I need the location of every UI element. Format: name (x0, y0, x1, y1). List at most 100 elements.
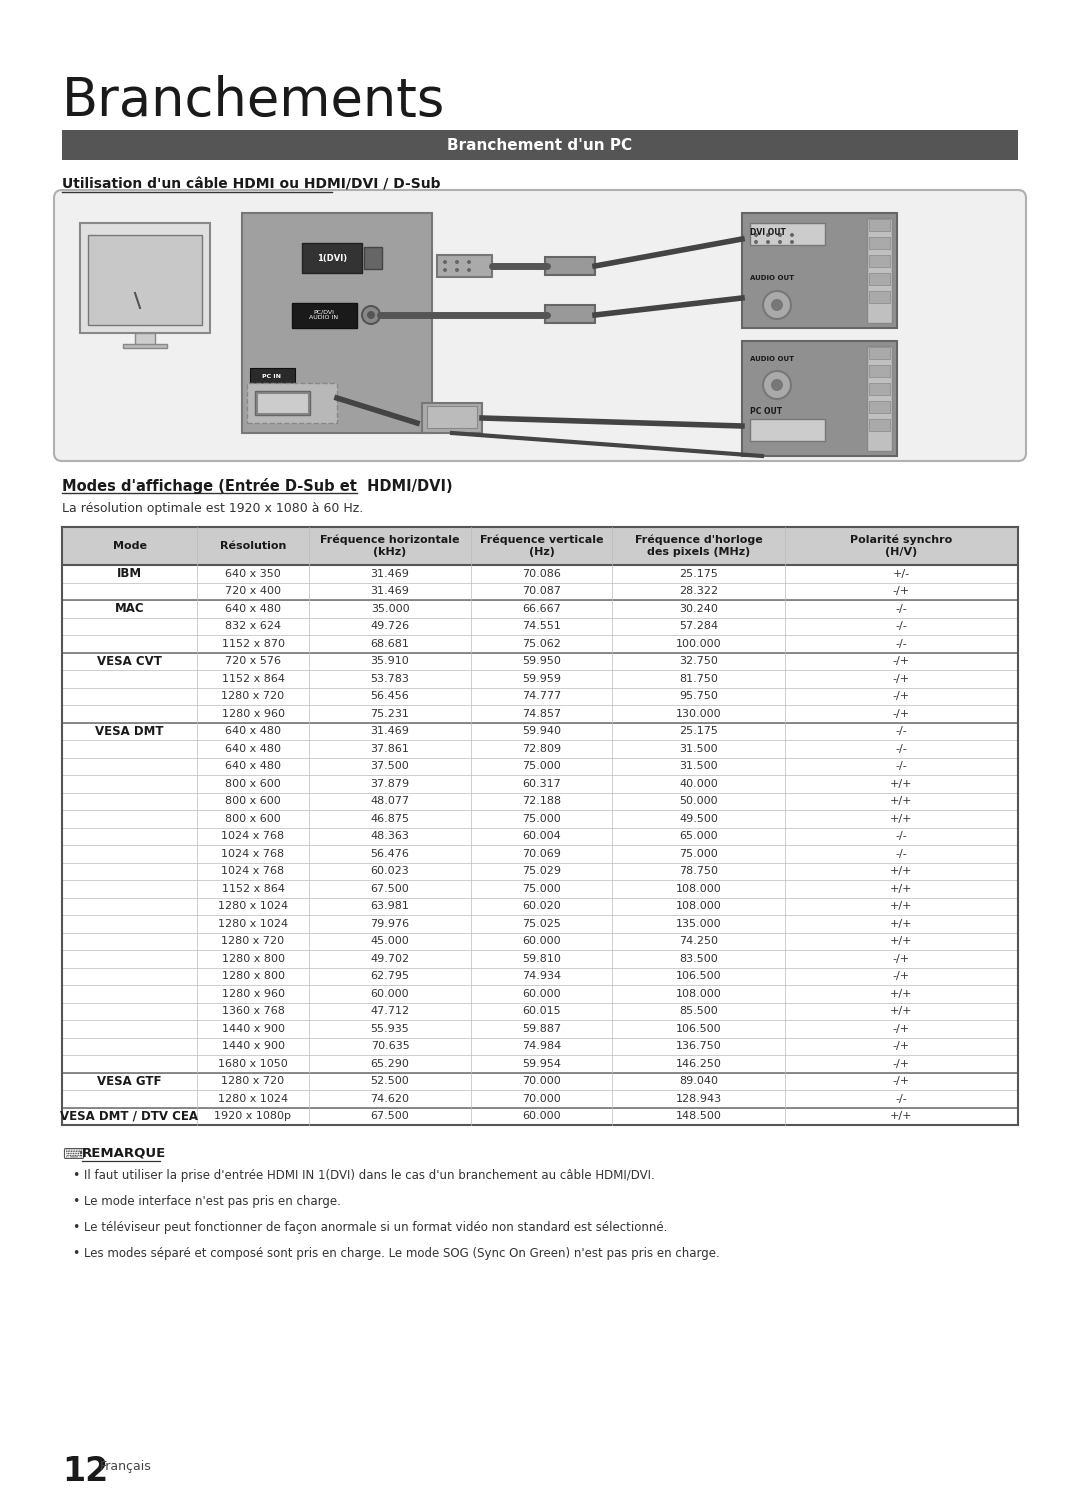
Bar (292, 303, 357, 329)
Bar (437, 255, 492, 276)
Text: 65.000: 65.000 (679, 831, 718, 841)
Text: 70.000: 70.000 (522, 1076, 561, 1086)
Text: 85.500: 85.500 (679, 1007, 718, 1016)
Text: 67.500: 67.500 (370, 1112, 409, 1122)
Circle shape (762, 291, 791, 320)
Text: 83.500: 83.500 (679, 953, 718, 964)
Text: 128.943: 128.943 (675, 1094, 721, 1104)
Bar (422, 403, 482, 433)
Circle shape (766, 233, 770, 238)
Text: 31.469: 31.469 (370, 726, 409, 737)
Text: -/+: -/+ (893, 656, 910, 666)
Text: 49.726: 49.726 (370, 622, 409, 632)
Text: 48.077: 48.077 (370, 796, 409, 807)
Text: DVI OUT: DVI OUT (750, 229, 786, 238)
Text: 1920 x 1080p: 1920 x 1080p (215, 1112, 292, 1122)
Text: Fréquence d'horloge
des pixels (MHz): Fréquence d'horloge des pixels (MHz) (635, 535, 762, 557)
Text: 1152 x 864: 1152 x 864 (221, 674, 284, 684)
Text: 56.456: 56.456 (370, 692, 409, 701)
Text: 800 x 600: 800 x 600 (225, 796, 281, 807)
Text: 108.000: 108.000 (676, 901, 721, 911)
Text: 56.476: 56.476 (370, 849, 409, 859)
Text: -/+: -/+ (893, 1076, 910, 1086)
Text: 31.469: 31.469 (370, 569, 409, 578)
Text: 108.000: 108.000 (676, 989, 721, 999)
Text: 1280 x 1024: 1280 x 1024 (218, 919, 288, 929)
Text: -/-: -/- (895, 744, 907, 754)
Text: 31.500: 31.500 (679, 762, 718, 771)
Text: 59.810: 59.810 (522, 953, 561, 964)
Text: 40.000: 40.000 (679, 778, 718, 789)
Bar (257, 393, 308, 412)
Text: 720 x 400: 720 x 400 (225, 586, 281, 596)
Circle shape (766, 241, 770, 244)
Text: 135.000: 135.000 (676, 919, 721, 929)
Text: 35.000: 35.000 (370, 604, 409, 614)
Text: •: • (72, 1247, 79, 1259)
Text: La résolution optimale est 1920 x 1080 à 60 Hz.: La résolution optimale est 1920 x 1080 à… (62, 502, 363, 515)
Text: -/-: -/- (895, 726, 907, 737)
Text: AUDIO OUT: AUDIO OUT (750, 275, 794, 281)
Text: 1280 x 960: 1280 x 960 (221, 708, 284, 719)
Text: 59.887: 59.887 (522, 1023, 562, 1034)
Text: 32.750: 32.750 (679, 656, 718, 666)
Text: 28.322: 28.322 (679, 586, 718, 596)
Text: 75.000: 75.000 (679, 849, 718, 859)
Bar (247, 382, 337, 423)
Text: Résolution: Résolution (220, 541, 286, 551)
Text: Mode: Mode (112, 541, 147, 551)
Text: 640 x 480: 640 x 480 (225, 726, 281, 737)
Text: 37.500: 37.500 (370, 762, 409, 771)
Circle shape (771, 379, 783, 391)
Bar (242, 214, 432, 433)
Bar (364, 247, 382, 269)
Text: 100.000: 100.000 (676, 639, 721, 648)
Text: 74.777: 74.777 (522, 692, 562, 701)
Text: PC OUT: PC OUT (750, 406, 782, 415)
Text: 72.809: 72.809 (522, 744, 562, 754)
Text: Français: Français (100, 1460, 152, 1473)
Text: 25.175: 25.175 (679, 569, 718, 578)
Text: •: • (72, 1221, 79, 1234)
Circle shape (367, 311, 375, 320)
Text: 74.857: 74.857 (522, 708, 562, 719)
Text: 146.250: 146.250 (676, 1059, 721, 1068)
Text: 50.000: 50.000 (679, 796, 718, 807)
Circle shape (455, 267, 459, 272)
Text: 60.000: 60.000 (523, 1112, 561, 1122)
Text: VESA CVT: VESA CVT (97, 654, 162, 668)
Text: 130.000: 130.000 (676, 708, 721, 719)
Text: 66.667: 66.667 (522, 604, 561, 614)
Text: -/+: -/+ (893, 1041, 910, 1052)
Text: +/+: +/+ (890, 884, 913, 893)
Text: Le mode interface n'est pas pris en charge.: Le mode interface n'est pas pris en char… (84, 1195, 341, 1209)
Text: 75.000: 75.000 (522, 884, 561, 893)
Text: 74.934: 74.934 (522, 971, 562, 982)
Text: 31.469: 31.469 (370, 586, 409, 596)
Text: PC IN: PC IN (262, 375, 282, 379)
Text: 63.981: 63.981 (370, 901, 409, 911)
Text: 67.500: 67.500 (370, 884, 409, 893)
Circle shape (362, 306, 380, 324)
Text: 72.188: 72.188 (522, 796, 562, 807)
Text: 31.500: 31.500 (679, 744, 718, 754)
Text: Il faut utiliser la prise d'entrée HDMI IN 1(DVI) dans le cas d'un branchement a: Il faut utiliser la prise d'entrée HDMI … (84, 1168, 654, 1182)
Text: 106.500: 106.500 (676, 1023, 721, 1034)
Bar (545, 305, 595, 323)
Text: 70.069: 70.069 (522, 849, 561, 859)
Bar (869, 220, 890, 232)
Text: 1152 x 870: 1152 x 870 (221, 639, 284, 648)
Text: 74.984: 74.984 (522, 1041, 562, 1052)
Text: 1440 x 900: 1440 x 900 (221, 1041, 284, 1052)
Text: 1280 x 720: 1280 x 720 (221, 1076, 284, 1086)
Text: Le téléviseur peut fonctionner de façon anormale si un format vidéo non standard: Le téléviseur peut fonctionner de façon … (84, 1221, 667, 1234)
Text: 136.750: 136.750 (676, 1041, 721, 1052)
Text: 75.231: 75.231 (370, 708, 409, 719)
Circle shape (443, 260, 447, 264)
Text: 60.000: 60.000 (523, 937, 561, 946)
Text: 1280 x 960: 1280 x 960 (221, 989, 284, 999)
Text: -/-: -/- (895, 762, 907, 771)
Text: 1360 x 768: 1360 x 768 (221, 1007, 284, 1016)
Text: 75.029: 75.029 (522, 867, 561, 877)
Text: 12: 12 (62, 1455, 108, 1488)
